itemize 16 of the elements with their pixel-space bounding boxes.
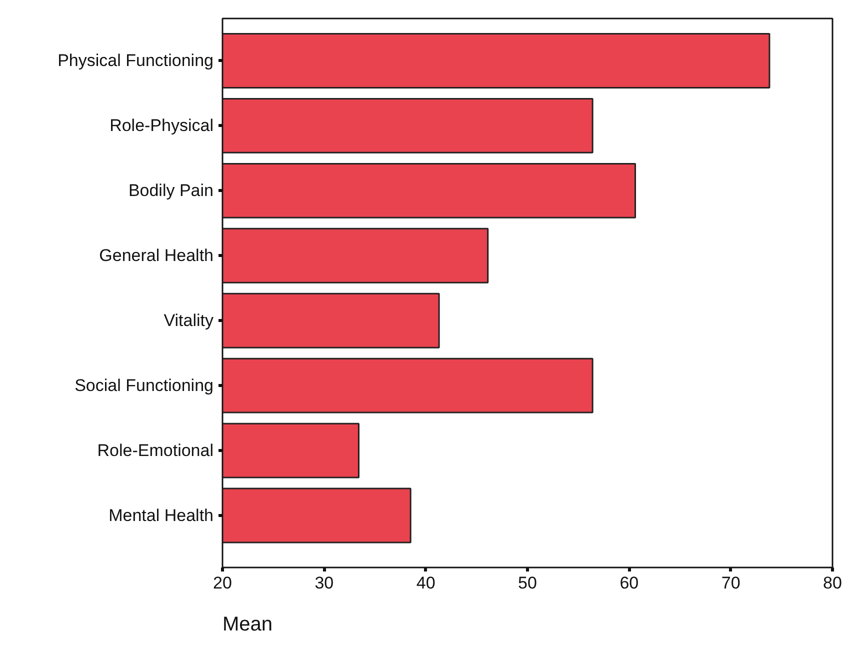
y-tick-label: General Health <box>99 246 214 266</box>
x-tick-label: 80 <box>823 574 842 592</box>
y-tick-label: Role-Emotional <box>97 441 214 460</box>
y-tick-label: Vitality <box>164 311 214 330</box>
x-tick-label: 50 <box>518 574 537 592</box>
x-tick-label: 40 <box>416 574 436 592</box>
x-tick-label: 60 <box>620 574 639 592</box>
y-tick-label: Bodily Pain <box>128 181 214 200</box>
x-tick-label: 70 <box>721 574 740 592</box>
x-tick-label: 30 <box>314 574 334 592</box>
y-tick-label: Physical Functioning <box>58 51 214 70</box>
y-tick-label: Social Functioning <box>74 376 214 396</box>
y-tick-label: Mental Health <box>108 506 214 526</box>
y-tick-label: Role-Physical <box>110 116 214 136</box>
x-tick-label: 20 <box>213 574 232 592</box>
x-axis-title: Mean <box>222 614 273 636</box>
